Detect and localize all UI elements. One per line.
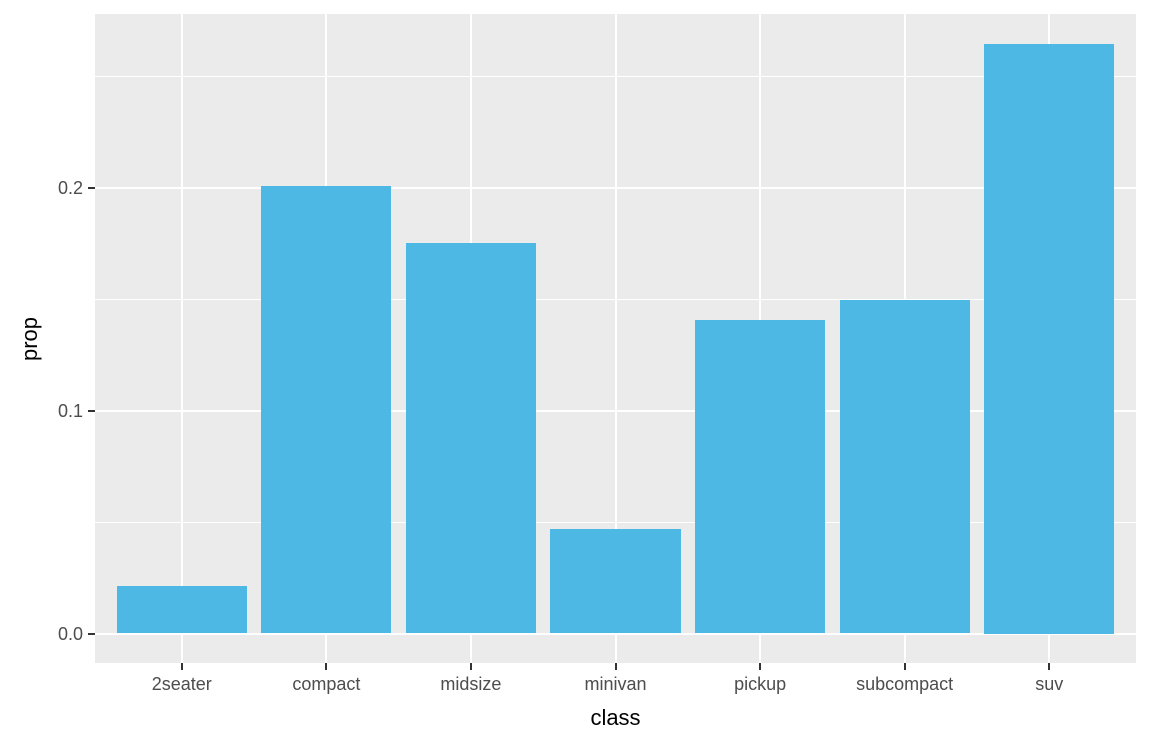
x-tick-mark (1048, 663, 1051, 670)
vertical-gridline (180, 14, 183, 663)
x-tick-label: suv (1035, 674, 1064, 694)
x-tick-label: minivan (584, 674, 647, 694)
x-tick-mark (325, 663, 328, 670)
x-tick-mark (903, 663, 906, 670)
x-tick-label: compact (292, 674, 361, 694)
x-tick-mark (759, 663, 762, 670)
bar-pickup (695, 319, 826, 634)
y-tick-label: 0.1 (57, 400, 83, 421)
bar-suv (984, 43, 1115, 634)
x-axis-title: class (590, 705, 641, 730)
y-tick-label: 0.2 (57, 178, 83, 199)
bar-midsize (405, 243, 536, 634)
x-tick-label: 2seater (151, 674, 212, 694)
x-tick-mark (469, 663, 472, 670)
bar-subcompact (839, 300, 970, 634)
vertical-gridline (614, 14, 617, 663)
x-tick-mark (614, 663, 617, 670)
bar-compact (261, 186, 392, 634)
x-tick-label: subcompact (856, 674, 954, 694)
y-axis-title: prop (17, 316, 42, 361)
x-tick-mark (180, 663, 183, 670)
y-tick-label: 0.0 (57, 623, 83, 644)
x-tick-label: midsize (440, 674, 502, 694)
y-tick-mark (88, 409, 95, 412)
plot-panel (95, 14, 1136, 663)
x-tick-label: pickup (734, 674, 787, 694)
bar-minivan (550, 528, 681, 634)
bar-2seater (116, 585, 247, 634)
y-tick-mark (88, 187, 95, 190)
y-tick-mark (88, 632, 95, 635)
